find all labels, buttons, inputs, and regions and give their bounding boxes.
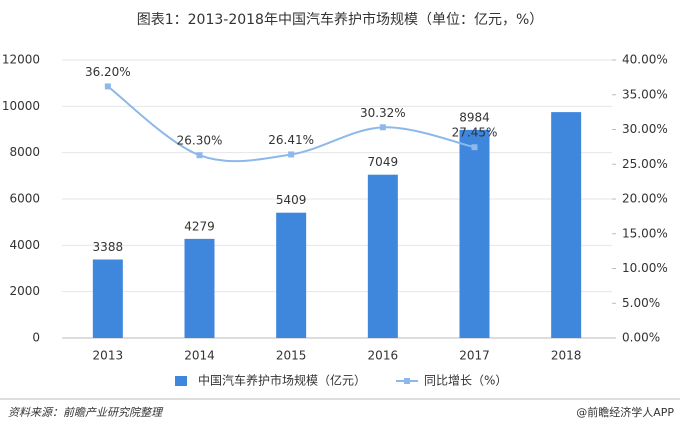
- x-tick-label: 2013: [93, 349, 124, 363]
- y-tick-label: 0: [32, 331, 40, 345]
- legend-swatch: [175, 376, 187, 386]
- y2-tick-label: 20.00%: [622, 192, 668, 206]
- legend-label: 同比增长（%）: [424, 374, 507, 388]
- bar: [459, 129, 490, 338]
- chart-title: 图表1：2013-2018年中国汽车养护市场规模（单位：亿元，%）: [137, 11, 544, 28]
- y2-tick-label: 25.00%: [622, 157, 668, 171]
- data-label: 3388: [93, 240, 124, 254]
- x-tick-label: 2014: [184, 349, 215, 363]
- marker: [471, 144, 478, 151]
- data-label: 36.20%: [85, 65, 131, 79]
- data-label: 27.45%: [452, 126, 498, 140]
- y2-tick-label: 10.00%: [622, 261, 668, 275]
- marker: [288, 151, 295, 158]
- marker: [379, 124, 386, 131]
- data-label: 4279: [184, 219, 215, 233]
- y-tick-label: 10000: [2, 99, 40, 113]
- x-tick-label: 2018: [551, 349, 582, 363]
- legend-label: 中国汽车养护市场规模（亿元）: [198, 373, 366, 388]
- data-label: 5409: [276, 193, 307, 207]
- y-tick-label: 12000: [2, 53, 40, 67]
- data-label: 30.32%: [360, 106, 406, 120]
- y2-tick-label: 40.00%: [622, 53, 668, 67]
- data-label: 8984: [459, 110, 490, 124]
- marker: [104, 83, 111, 90]
- source: 资料来源：前瞻产业研究院整理: [8, 406, 164, 419]
- line: [107, 85, 475, 163]
- y-tick-label: 2000: [9, 284, 40, 298]
- x-tick-label: 2016: [368, 349, 399, 363]
- marker: [196, 152, 203, 159]
- credit: @前瞻经济学人APP: [576, 405, 674, 419]
- y2-tick-label: 35.00%: [622, 87, 668, 101]
- y2-tick-label: 30.00%: [622, 122, 668, 136]
- data-label: 7049: [368, 155, 399, 169]
- legend-marker: [404, 378, 411, 384]
- bar: [276, 212, 307, 338]
- y-tick-label: 6000: [9, 192, 40, 206]
- data-label: 26.30%: [177, 134, 223, 148]
- y2-tick-label: 15.00%: [622, 226, 668, 240]
- bar: [184, 238, 215, 338]
- y-tick-label: 4000: [9, 238, 40, 252]
- y2-tick-label: 0.00%: [622, 331, 660, 345]
- x-tick-label: 2015: [276, 349, 307, 363]
- bar: [551, 112, 582, 338]
- bar: [92, 259, 123, 338]
- bar: [367, 174, 398, 338]
- data-label: 26.41%: [268, 133, 314, 147]
- y2-tick-label: 5.00%: [622, 296, 660, 310]
- x-tick-label: 2017: [459, 349, 490, 363]
- y-tick-label: 8000: [9, 145, 40, 159]
